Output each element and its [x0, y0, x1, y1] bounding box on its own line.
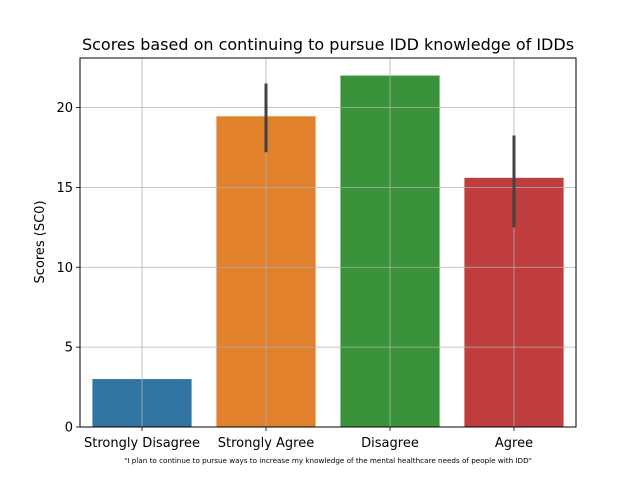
x-axis-label: "I plan to continue to pursue ways to in… — [124, 456, 532, 465]
x-ticks: Strongly Disagree Strongly Agree Disagree A… — [84, 427, 533, 451]
x-tick-label: Strongly Agree — [218, 436, 315, 451]
chart-title: Scores based on continuing to pursue IDD… — [82, 35, 574, 54]
y-axis-label: Scores (SC0) — [33, 200, 48, 283]
plot-frame — [79, 57, 577, 428]
y-tick-label: 10 — [56, 261, 73, 276]
y-tick-label: 5 — [65, 341, 73, 356]
bar-layer — [92, 75, 564, 428]
error-layer — [264, 83, 516, 228]
x-tick-label: Strongly Disagree — [84, 436, 200, 451]
x-tick-label: Agree — [495, 436, 533, 451]
x-tick-label: Disagree — [361, 436, 419, 451]
y-tick-label: 0 — [65, 421, 73, 436]
y-ticks: 0 5 10 15 20 — [56, 101, 80, 436]
y-tick-label: 20 — [56, 101, 73, 116]
y-tick-label: 15 — [56, 181, 73, 196]
